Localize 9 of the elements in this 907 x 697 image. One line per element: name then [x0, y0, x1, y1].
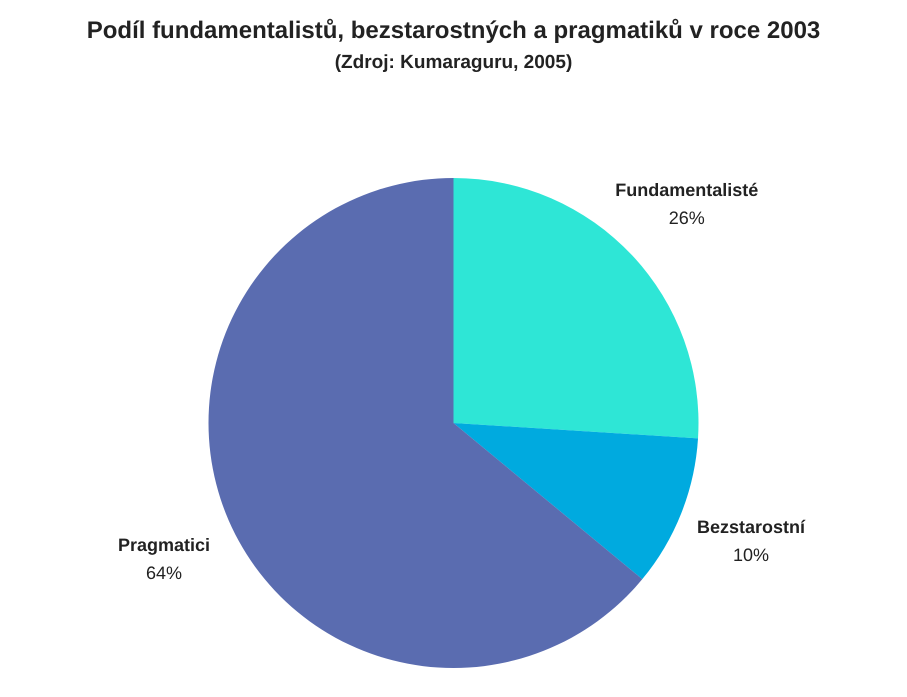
pie-slice: [454, 423, 698, 580]
data-label: 26%: [668, 208, 705, 228]
chart-subtitle: (Zdroj: Kumaraguru, 2005): [334, 52, 572, 73]
slice-label: Bezstarostní: [697, 516, 806, 537]
data-label: 10%: [733, 544, 770, 565]
slice-label: Pragmatici: [118, 535, 210, 556]
data-label: 64%: [146, 563, 182, 584]
slice-label: Fundamentalisté: [615, 180, 758, 200]
chart-title: Podíl fundamentalistů, bezstarostných a pragmatiků v roce 2003: [86, 17, 820, 44]
